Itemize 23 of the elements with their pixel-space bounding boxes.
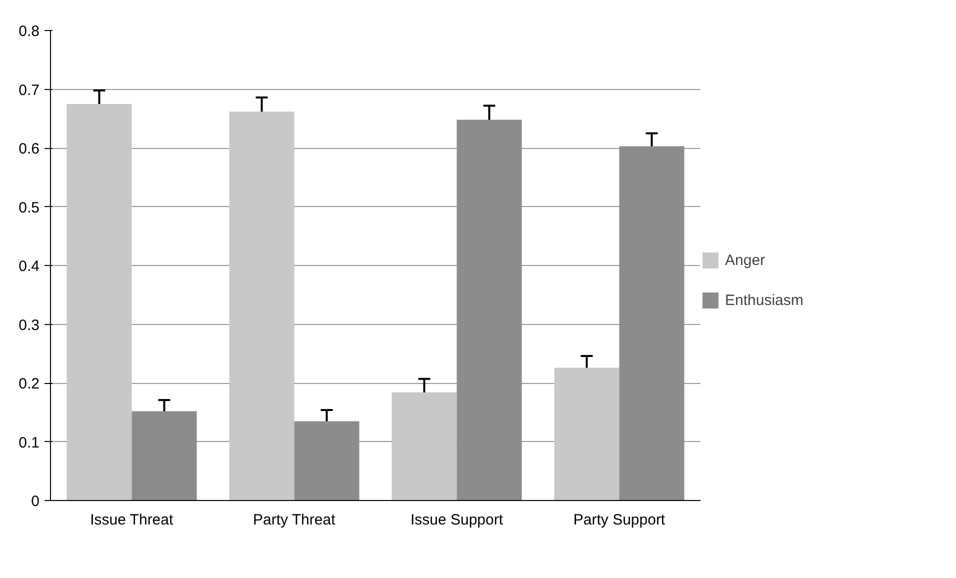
y-tick-label: 0.1 <box>18 434 40 452</box>
x-tick-label: Party Support <box>573 512 666 528</box>
bar <box>554 368 620 500</box>
x-tick-label: Issue Support <box>410 512 504 528</box>
legend-label: Anger <box>725 252 766 268</box>
bar <box>294 421 360 500</box>
bar <box>132 411 197 500</box>
y-tick-label: 0.3 <box>18 316 40 334</box>
bar <box>66 104 132 500</box>
y-tick-label: 0.5 <box>18 199 40 216</box>
legend-label: Enthusiasm <box>725 292 804 308</box>
x-tick-label: Party Threat <box>252 512 336 528</box>
y-tick-label: 0.2 <box>18 376 40 392</box>
bar <box>456 120 522 500</box>
y-tick-label: 0.7 <box>18 82 40 99</box>
y-tick-label: 0.8 <box>18 23 40 40</box>
y-tick-label: 0.4 <box>18 258 40 275</box>
bar <box>619 146 684 500</box>
y-tick-label: 0 <box>31 493 40 510</box>
y-tick-label: 0.6 <box>18 140 40 158</box>
x-tick-label: Issue Threat <box>90 512 174 528</box>
bar <box>392 392 457 500</box>
bar <box>229 112 294 500</box>
